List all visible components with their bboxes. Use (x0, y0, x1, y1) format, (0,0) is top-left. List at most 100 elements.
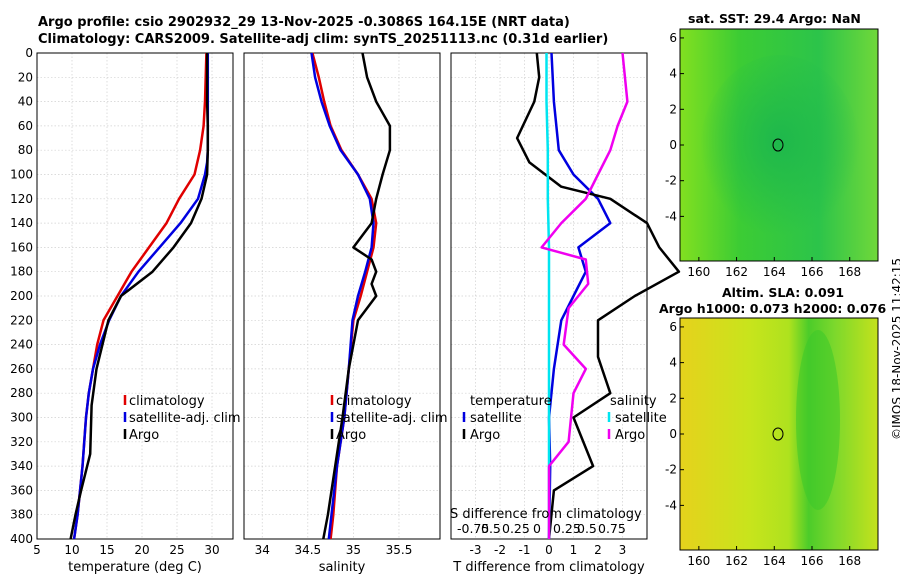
x-tick-label: 35.5 (386, 543, 413, 557)
sla-low-tongue (796, 330, 840, 510)
map-x-tick-label: 168 (838, 265, 861, 279)
map-y-tick-label: -2 (665, 174, 677, 188)
x-tick-label: 15 (99, 543, 114, 557)
map-x-tick-label: 162 (725, 554, 748, 568)
secondary-tick-label: 0.5 (577, 521, 597, 536)
map-y-tick-label: 0 (669, 427, 677, 441)
sla-map: 160 162 164 166 168 6 4 2 0 -2 -4 (665, 317, 879, 568)
y-tick-label: 320 (10, 435, 33, 449)
map-y-tick-label: -2 (665, 463, 677, 477)
secondary-tick-label: 0 (533, 521, 541, 536)
map-y-tick-label: 2 (669, 102, 677, 116)
y-tick-label: 160 (10, 240, 33, 254)
header-line-1: Argo profile: csio 2902932_29 13-Nov-202… (38, 15, 570, 30)
x-tick-label: -1 (519, 543, 531, 557)
x-tick-label: 34 (255, 543, 270, 557)
secondary-axis-label: S difference from climatology (450, 507, 642, 522)
sst-map-axes: 160 162 164 166 168 6 4 2 0 -2 -4 (665, 31, 861, 279)
legend-entry: satellite (470, 411, 522, 426)
x-tick-label: 34.5 (294, 543, 321, 557)
difference-panel: -3 -2 -1 0 1 2 3T difference from climatologyt… (450, 52, 681, 575)
x-tick-label: 0 (545, 543, 553, 557)
sla-map-subtitle: Argo h1000: 0.073 h2000: 0.076 (659, 301, 887, 316)
legend-entry: Argo (470, 428, 500, 443)
x-tick-label: 10 (64, 543, 79, 557)
x-tick-label: -3 (470, 543, 482, 557)
argo-location-marker (772, 138, 784, 152)
legend-entry: climatology (129, 394, 205, 409)
sla-map-title: Altim. SLA: 0.091 (722, 285, 845, 300)
map-x-tick-label: 166 (801, 554, 824, 568)
x-tick-label: 20 (134, 543, 149, 557)
y-tick-label: 40 (18, 95, 33, 109)
map-y-tick-label: 2 (669, 391, 677, 405)
axes-frame (36, 52, 234, 540)
y-tick-label: 360 (10, 483, 33, 497)
map-y-tick-label: 6 (669, 320, 677, 334)
map-y-tick-label: 0 (669, 138, 677, 152)
y-tick-label: 0 (25, 46, 33, 60)
map-y-tick-label: 4 (669, 356, 677, 370)
y-tick-label: 340 (10, 459, 33, 473)
map-x-tick-label: 164 (763, 554, 786, 568)
map-y-tick-label: -4 (665, 498, 677, 512)
legend-entry: Argo (336, 428, 366, 443)
argo-location-marker-sla (772, 427, 784, 441)
secondary-tick-label: 0.25 (553, 521, 581, 536)
y-tick-label: 120 (10, 192, 33, 206)
temperature-panel: 5 10 15 20 25 3002040608010012014016018020022… (10, 46, 241, 575)
map-x-tick-label: 168 (838, 554, 861, 568)
map-x-tick-label: 164 (763, 265, 786, 279)
series-line-s-satellite (545, 53, 551, 539)
legend-title-salinity: salinity (610, 394, 657, 409)
y-tick-label: 20 (18, 70, 33, 84)
secondary-tick-label: 0.75 (598, 521, 626, 536)
series-line-t-argo (515, 52, 681, 540)
x-tick-label: 30 (204, 543, 219, 557)
sst-map: 160 162 164 166 168 6 4 2 0 -2 -4 (665, 28, 879, 279)
map-y-tick-label: 4 (669, 67, 677, 81)
sst-map-title: sat. SST: 29.4 Argo: NaN (688, 11, 861, 26)
x-axis-label: temperature (deg C) (68, 560, 202, 575)
x-tick-label: 1 (570, 543, 578, 557)
map-y-tick-label: -4 (665, 209, 677, 223)
legend-entry: climatology (336, 394, 412, 409)
x-tick-label: 25 (169, 543, 184, 557)
y-tick-label: 180 (10, 265, 33, 279)
salinity-panel: 34 34.5 35 35.5 salinity climatology satellite… (243, 52, 448, 575)
x-tick-label: -2 (494, 543, 506, 557)
y-tick-label: 260 (10, 362, 33, 376)
series-line-satellite-adj-clim (310, 52, 375, 540)
legend-entry: satellite (615, 411, 667, 426)
legend-entry: satellite-adj. clim (336, 411, 448, 426)
y-tick-label: 200 (10, 289, 33, 303)
legend-entry: Argo (129, 428, 159, 443)
y-tick-label: 240 (10, 338, 33, 352)
y-tick-label: 300 (10, 411, 33, 425)
map-x-tick-label: 160 (687, 554, 710, 568)
x-axis-label: salinity (319, 560, 366, 575)
y-tick-label: 280 (10, 386, 33, 400)
x-tick-label: 3 (619, 543, 627, 557)
secondary-tick-label: -0.75 (457, 521, 489, 536)
series-line-argo (322, 52, 392, 540)
secondary-tick-label: 0.25 (502, 521, 530, 536)
x-tick-label: 35 (346, 543, 361, 557)
sla-field (680, 318, 878, 550)
map-x-tick-label: 160 (687, 265, 710, 279)
secondary-tick-label: 0.5 (481, 521, 501, 536)
x-axis-label: T difference from climatology (452, 560, 645, 575)
series-line-s-argo (540, 52, 629, 539)
y-tick-label: 60 (18, 119, 33, 133)
y-tick-label: 80 (18, 143, 33, 157)
axes-frame (243, 52, 441, 540)
y-tick-label: 140 (10, 216, 33, 230)
y-tick-label: 380 (10, 508, 33, 522)
header-line-2: Climatology: CARS2009. Satellite-adj cli… (38, 32, 609, 47)
y-tick-label: 400 (10, 532, 33, 546)
x-tick-label: 2 (594, 543, 602, 557)
legend-entry: satellite-adj. clim (129, 411, 241, 426)
x-tick-label: 5 (33, 543, 41, 557)
legend-entry: Argo (615, 428, 645, 443)
